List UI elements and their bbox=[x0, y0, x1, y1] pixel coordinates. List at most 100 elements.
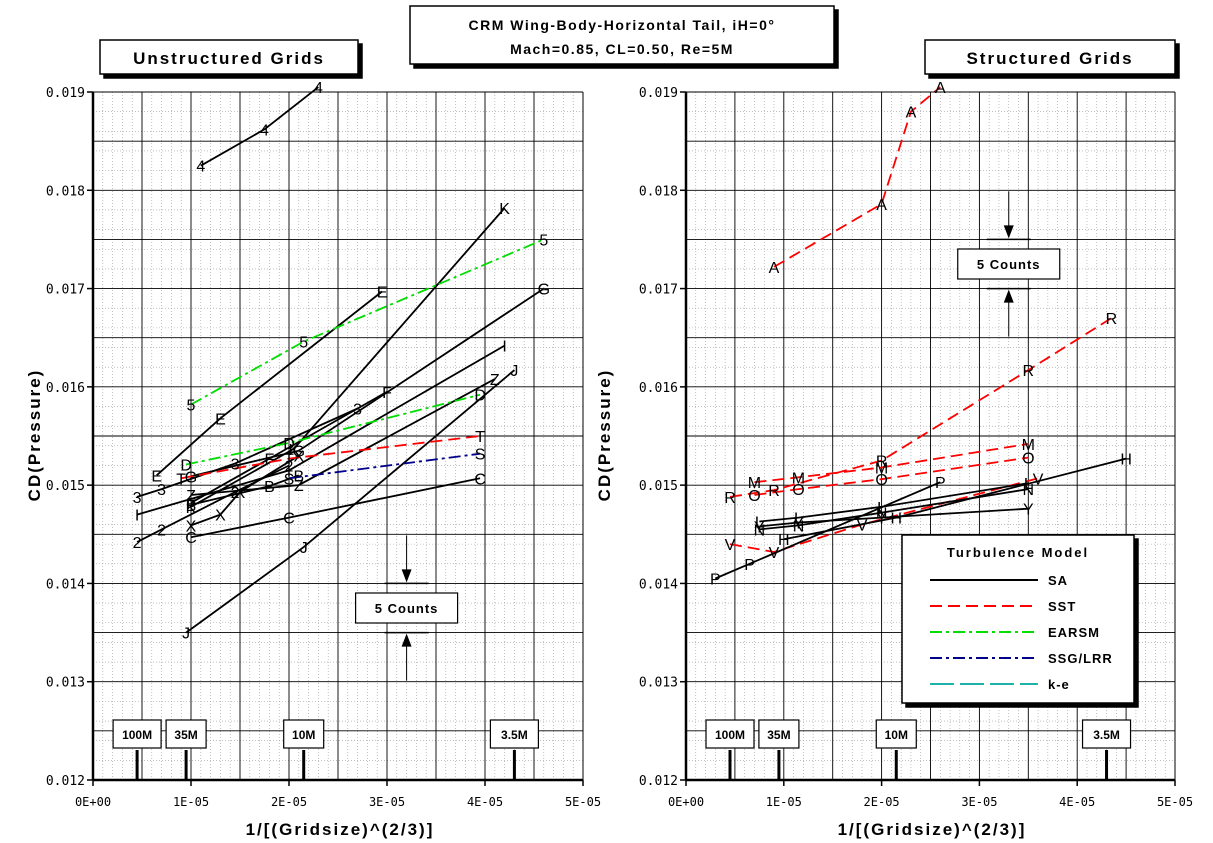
grid-lines bbox=[93, 92, 583, 780]
counts-label-box bbox=[355, 592, 459, 624]
data-point-marker: M bbox=[748, 475, 761, 492]
gridsize-markers: 100M 35M 10M 3.5M bbox=[705, 719, 1132, 780]
x-axis-label: 1/[(Gridsize)^(2/3)] bbox=[246, 820, 435, 839]
gridsize-label-box bbox=[875, 719, 917, 749]
panel-title-box: Structured Grids bbox=[924, 39, 1176, 75]
x-tick-label: 0E+00 bbox=[668, 795, 704, 809]
data-point-marker: X bbox=[215, 508, 226, 525]
series-line-O bbox=[754, 456, 1029, 496]
x-tick-label: 5E-05 bbox=[565, 795, 601, 809]
data-point-marker: 5 bbox=[539, 232, 548, 249]
y-tick-label: 0.012 bbox=[639, 774, 678, 789]
data-point-marker: N bbox=[754, 522, 766, 539]
legend: Turbulence Model SA SST EARSM SSG/LRR k-e bbox=[901, 534, 1135, 704]
legend-label: SSG/LRR bbox=[1048, 651, 1113, 666]
y-axis-label: CD(Pressure) bbox=[25, 369, 44, 502]
series-line-T bbox=[181, 435, 481, 480]
x-tick-label: 2E-05 bbox=[271, 795, 307, 809]
data-point-marker: Y bbox=[793, 515, 804, 532]
gridsize-label-box bbox=[489, 719, 539, 749]
data-point-marker: A bbox=[769, 260, 780, 277]
legend-label: SST bbox=[1048, 599, 1076, 614]
data-point-marker: Z bbox=[294, 478, 304, 495]
data-point-marker: V bbox=[857, 517, 868, 534]
data-point-marker: F bbox=[382, 385, 392, 402]
data-point-marker: A bbox=[935, 80, 946, 97]
axes: 0E+00 1E-05 2E-05 3E-05 4E-05 5E-05 0.012 0.013… bbox=[639, 86, 1193, 809]
legend-label: k-e bbox=[1048, 677, 1070, 692]
data-point-marker: L bbox=[877, 500, 886, 517]
data-point-marker: R bbox=[1023, 363, 1035, 380]
legend-label: EARSM bbox=[1048, 625, 1100, 640]
data-point-marker: L bbox=[794, 511, 803, 528]
data-point-marker: V bbox=[769, 545, 780, 562]
data-point-marker: G bbox=[185, 469, 197, 486]
y-tick-label: 0.015 bbox=[46, 479, 85, 494]
data-point-marker: O bbox=[875, 472, 887, 489]
counts-arrowhead-down bbox=[401, 569, 412, 583]
data-point-marker: O bbox=[1022, 451, 1034, 468]
data-point-marker: Y bbox=[876, 511, 887, 528]
data-point-marker: P bbox=[935, 475, 946, 492]
series-lines bbox=[714, 86, 1127, 580]
gridsize-label-box bbox=[283, 719, 325, 749]
data-point-marker: I bbox=[502, 339, 506, 356]
data-point-marker: O bbox=[792, 482, 804, 499]
legend-label: SA bbox=[1048, 573, 1068, 588]
data-point-marker: T bbox=[176, 471, 186, 488]
unstructured-grids-panel: Unstructured Grids 444KKKGGGIIIJJJZZZFFF… bbox=[25, 39, 601, 839]
data-point-marker: J bbox=[510, 363, 518, 380]
y-tick-label: 0.016 bbox=[639, 381, 678, 396]
data-point-marker: Y bbox=[1023, 502, 1034, 519]
series-line-Z bbox=[190, 378, 496, 496]
x-tick-label: 1E-05 bbox=[173, 795, 209, 809]
data-point-marker: H bbox=[890, 511, 902, 528]
series-line-D bbox=[185, 393, 481, 466]
data-point-marker: R bbox=[768, 483, 780, 500]
gridsize-label: 100M bbox=[715, 728, 745, 742]
panel-title-box: Unstructured Grids bbox=[99, 39, 359, 75]
data-point-marker: 5 bbox=[187, 398, 196, 415]
data-point-marker: E bbox=[151, 468, 162, 485]
data-point-marker: K bbox=[499, 201, 510, 218]
x-tick-label: 3E-05 bbox=[961, 795, 997, 809]
counts-label-box bbox=[957, 248, 1061, 280]
data-point-marker: 3 bbox=[133, 490, 142, 507]
gridsize-label-box bbox=[1081, 719, 1132, 749]
counts-annotation: 5 Counts bbox=[957, 191, 1061, 337]
series-line-B bbox=[190, 474, 300, 506]
data-point-marker: F bbox=[265, 452, 275, 469]
data-point-marker: B bbox=[264, 479, 275, 496]
data-point-marker: Z bbox=[186, 488, 196, 505]
data-point-marker: J bbox=[182, 626, 190, 643]
data-point-marker: N bbox=[793, 518, 805, 535]
gridsize-label: 100M bbox=[122, 728, 152, 742]
series-line-M bbox=[754, 443, 1029, 484]
y-tick-label: 0.016 bbox=[46, 381, 85, 396]
gridsize-label-box bbox=[705, 719, 755, 749]
x-tick-label: 3E-05 bbox=[369, 795, 405, 809]
data-point-marker: H bbox=[778, 532, 790, 549]
data-point-marker: A bbox=[906, 105, 917, 122]
data-point-marker: P bbox=[710, 572, 721, 589]
legend-title: Turbulence Model bbox=[947, 545, 1089, 560]
gridsize-label: 3.5M bbox=[1093, 728, 1120, 742]
y-tick-label: 0.019 bbox=[46, 86, 85, 101]
legend-entries: SA SST EARSM SSG/LRR k-e bbox=[930, 573, 1113, 692]
x-tick-label: 5E-05 bbox=[1157, 795, 1193, 809]
series-line-I bbox=[136, 344, 506, 516]
series-line-X bbox=[190, 454, 300, 527]
series-line-F bbox=[190, 391, 388, 504]
data-point-marker: C bbox=[185, 530, 197, 547]
series-line-N bbox=[759, 488, 1029, 531]
y-tick-label: 0.017 bbox=[46, 283, 85, 298]
y-tick-label: 0.015 bbox=[639, 479, 678, 494]
data-point-marker: 5 bbox=[299, 335, 308, 352]
y-tick-label: 0.013 bbox=[46, 676, 85, 691]
figure-title-line-2: Mach=0.85, CL=0.50, Re=5M bbox=[510, 41, 734, 57]
data-point-marker: 3 bbox=[157, 482, 166, 499]
data-point-marker: L bbox=[755, 515, 764, 532]
data-point-marker: T bbox=[284, 452, 294, 469]
data-point-marker: Y bbox=[754, 519, 765, 536]
data-point-marker: X bbox=[186, 518, 197, 535]
